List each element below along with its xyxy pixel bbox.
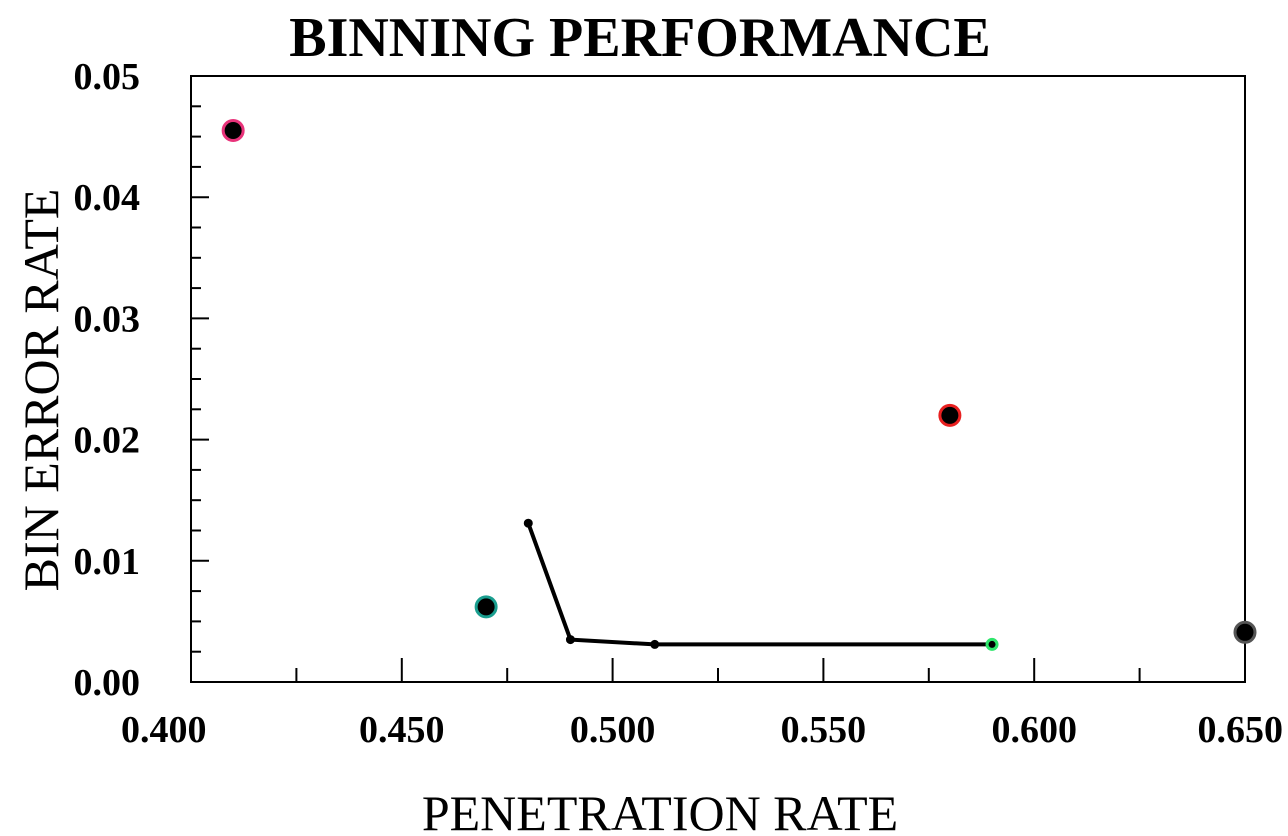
x-tick-label: 0.500 <box>570 709 656 751</box>
scatter-point <box>221 119 245 143</box>
x-tick-label: 0.650 <box>1198 709 1284 751</box>
y-tick-label: 0.02 <box>74 420 141 462</box>
x-tick-label: 0.450 <box>359 709 445 751</box>
line-series <box>523 518 999 651</box>
plot-frame <box>190 75 1246 683</box>
line-series-point <box>985 637 999 651</box>
y-tick-label: 0.01 <box>74 541 141 583</box>
y-tick-label: 0.03 <box>74 298 141 340</box>
x-axis-tick-labels: 0.400 0.450 0.500 0.550 0.600 0.650 <box>121 709 1283 751</box>
x-axis-label: PENETRATION RATE <box>422 785 898 836</box>
y-axis-label: BIN ERROR RATE <box>13 189 69 592</box>
x-tick-label: 0.550 <box>781 709 867 751</box>
chart-title: BINNING PERFORMANCE <box>289 7 991 69</box>
series-polyline <box>526 522 993 647</box>
y-tick-label: 0.04 <box>74 177 141 219</box>
scatter-point <box>474 595 498 619</box>
scatter-point <box>1233 620 1257 644</box>
x-axis-ticks <box>190 658 1246 682</box>
y-tick-label: 0.05 <box>74 56 141 98</box>
line-series-point <box>523 518 533 528</box>
scatter-points <box>221 119 1257 644</box>
x-tick-label: 0.400 <box>121 709 207 751</box>
x-tick-label: 0.600 <box>991 709 1077 751</box>
y-tick-label: 0.00 <box>74 662 141 704</box>
line-series-point <box>565 635 575 645</box>
y-axis-ticks <box>191 75 209 683</box>
y-axis-tick-labels: 0.00 0.01 0.02 0.03 0.04 0.05 <box>74 56 141 704</box>
scatter-point <box>938 403 962 427</box>
line-series-point <box>650 639 660 649</box>
